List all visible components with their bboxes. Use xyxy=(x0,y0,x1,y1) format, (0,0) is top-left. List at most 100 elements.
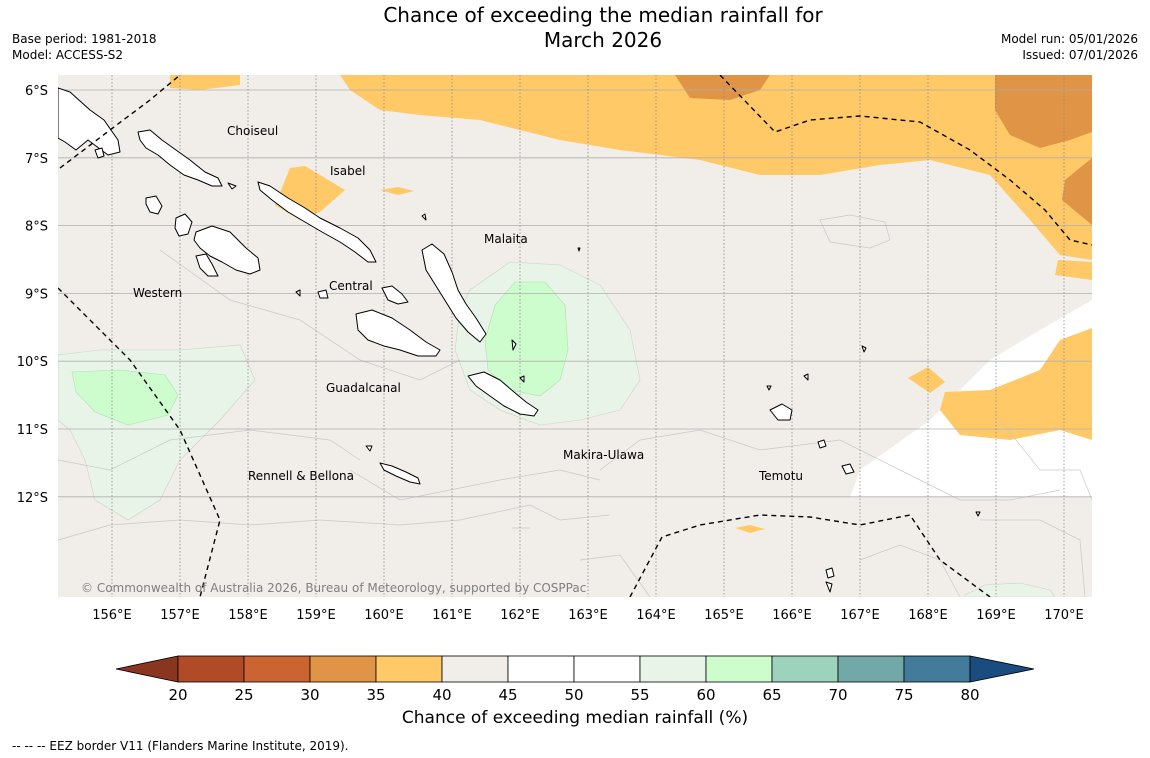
island-bougainville xyxy=(58,87,121,156)
island-makira xyxy=(467,371,539,417)
lon-label: 159°E xyxy=(296,608,336,623)
region-35-40-tiny xyxy=(735,525,765,533)
island-small-maramasike xyxy=(511,339,517,351)
colorbar-extend-low xyxy=(115,655,179,683)
colorbar-segment xyxy=(903,655,971,683)
colorbar-tick-label: 75 xyxy=(894,686,913,704)
island-bellona xyxy=(365,445,373,452)
region-35-40-small xyxy=(380,187,414,195)
island-isabel xyxy=(257,181,377,263)
island-russell xyxy=(317,289,329,299)
island-florida xyxy=(381,285,409,305)
gridlines xyxy=(58,75,1092,597)
region-30-35-north xyxy=(675,75,770,100)
lat-label: 8°S xyxy=(25,220,48,235)
lon-label: 158°E xyxy=(228,608,268,623)
label-temotu: Temotu xyxy=(758,469,803,483)
model-run-text: Model run: 05/01/2026 xyxy=(1000,32,1138,46)
island-nukumanu xyxy=(94,147,105,159)
eez-border-southeast xyxy=(629,514,991,597)
colorbar-segment xyxy=(375,655,443,683)
label-central: Central xyxy=(329,279,373,293)
meta-left: Base period: 1981-2018 Model: ACCESS-S2 xyxy=(12,31,157,63)
island-new-georgia xyxy=(174,213,193,237)
colorbar-segment xyxy=(705,655,773,683)
region-35-40-north-main xyxy=(340,75,1092,260)
map-title: Chance of exceeding the median rainfall … xyxy=(300,3,906,53)
colorbar-segment xyxy=(639,655,707,683)
eez-border-west xyxy=(58,287,221,597)
colorbar-tick-label: 60 xyxy=(696,686,715,704)
island-temotu-small-4 xyxy=(825,581,833,593)
base-period-text: Base period: 1981-2018 xyxy=(12,32,157,46)
title-line1: Chance of exceeding the median rainfall … xyxy=(383,3,823,27)
region-35-40-small-east xyxy=(908,367,945,393)
region-40-45-rennell xyxy=(372,430,432,475)
eez-legend-note: -- -- -- EEZ border V11 (Flanders Marine… xyxy=(12,739,349,753)
label-guadalcanal: Guadalcanal xyxy=(326,381,401,395)
lat-label: 6°S xyxy=(25,84,48,99)
eez-border-northeast xyxy=(719,75,1092,246)
island-tiny-2 xyxy=(295,289,301,297)
region-40-45-left xyxy=(58,170,90,295)
colorbar-tick-label: 40 xyxy=(432,686,451,704)
colorbar-segment xyxy=(837,655,905,683)
colorbar-tick-label: 35 xyxy=(366,686,385,704)
region-30-35-east xyxy=(1062,158,1092,225)
colorbar-tick-label: 50 xyxy=(564,686,583,704)
island-choiseul-small xyxy=(227,182,237,190)
meta-right: Model run: 05/01/2026 Issued: 07/01/2026 xyxy=(1001,31,1138,63)
label-rennell-bellona: Rennell & Bellona xyxy=(248,469,354,483)
lon-label: 170°E xyxy=(1044,608,1084,623)
colorbar-segment xyxy=(507,655,575,683)
colorbar-tick-label: 70 xyxy=(828,686,847,704)
colorbar-segment xyxy=(771,655,839,683)
region-35-40-north xyxy=(170,75,240,90)
label-makira-ulawa: Makira-Ulawa xyxy=(563,448,644,462)
island-temotu-small-3 xyxy=(825,567,835,579)
model-text: Model: ACCESS-S2 xyxy=(12,48,124,62)
island-santa-cruz xyxy=(769,403,793,421)
region-40-45-south xyxy=(280,572,355,597)
label-choiseul: Choiseul xyxy=(227,124,278,138)
colorbar: 20 25 30 35 40 45 50 55 60 65 70 75 80 xyxy=(115,655,1035,704)
eez-border-northwest xyxy=(59,75,181,169)
lon-label: 167°E xyxy=(840,608,880,623)
place-labels: Choiseul Isabel Malaita Central Western … xyxy=(133,124,803,483)
lon-label: 161°E xyxy=(432,608,472,623)
region-40-45-southeast xyxy=(690,510,870,548)
island-reef xyxy=(861,345,867,353)
issued-text: Issued: 07/01/2026 xyxy=(1022,48,1138,62)
lon-label: 164°E xyxy=(636,608,676,623)
coastlines xyxy=(58,87,981,593)
island-malaita xyxy=(421,243,487,343)
copyright-text: © Commonwealth of Australia 2026, Bureau… xyxy=(81,581,586,595)
lon-label: 165°E xyxy=(704,608,744,623)
region-35-40-southeast xyxy=(940,328,1092,440)
colorbar-segment xyxy=(177,655,245,683)
colorbar-segment xyxy=(573,655,641,683)
label-isabel: Isabel xyxy=(330,164,365,178)
island-guadalcanal xyxy=(355,309,441,357)
lat-label: 9°S xyxy=(25,287,48,302)
island-tiny-4 xyxy=(766,385,772,391)
colorbar-tick-label: 65 xyxy=(762,686,781,704)
region-60-65-center xyxy=(484,281,569,397)
eez-borders xyxy=(58,75,1092,597)
island-temotu-small-2 xyxy=(841,463,855,475)
lon-label: 163°E xyxy=(568,608,608,623)
island-tiny-5 xyxy=(577,247,581,252)
contour-lines xyxy=(58,214,1092,597)
island-kolombangara xyxy=(193,225,261,275)
lat-label: 10°S xyxy=(17,355,48,370)
lon-label: 157°E xyxy=(160,608,200,623)
region-60-65-west xyxy=(71,369,179,426)
colorbar-segment xyxy=(441,655,509,683)
island-rennell xyxy=(379,462,421,485)
island-vella-lavella xyxy=(145,195,163,215)
colorbar-extend-high xyxy=(969,655,1035,683)
colorbar-tick-label: 25 xyxy=(234,686,253,704)
colorbar-tick-label: 45 xyxy=(498,686,517,704)
region-30-35-northeast xyxy=(995,75,1092,148)
lon-label: 162°E xyxy=(500,608,540,623)
